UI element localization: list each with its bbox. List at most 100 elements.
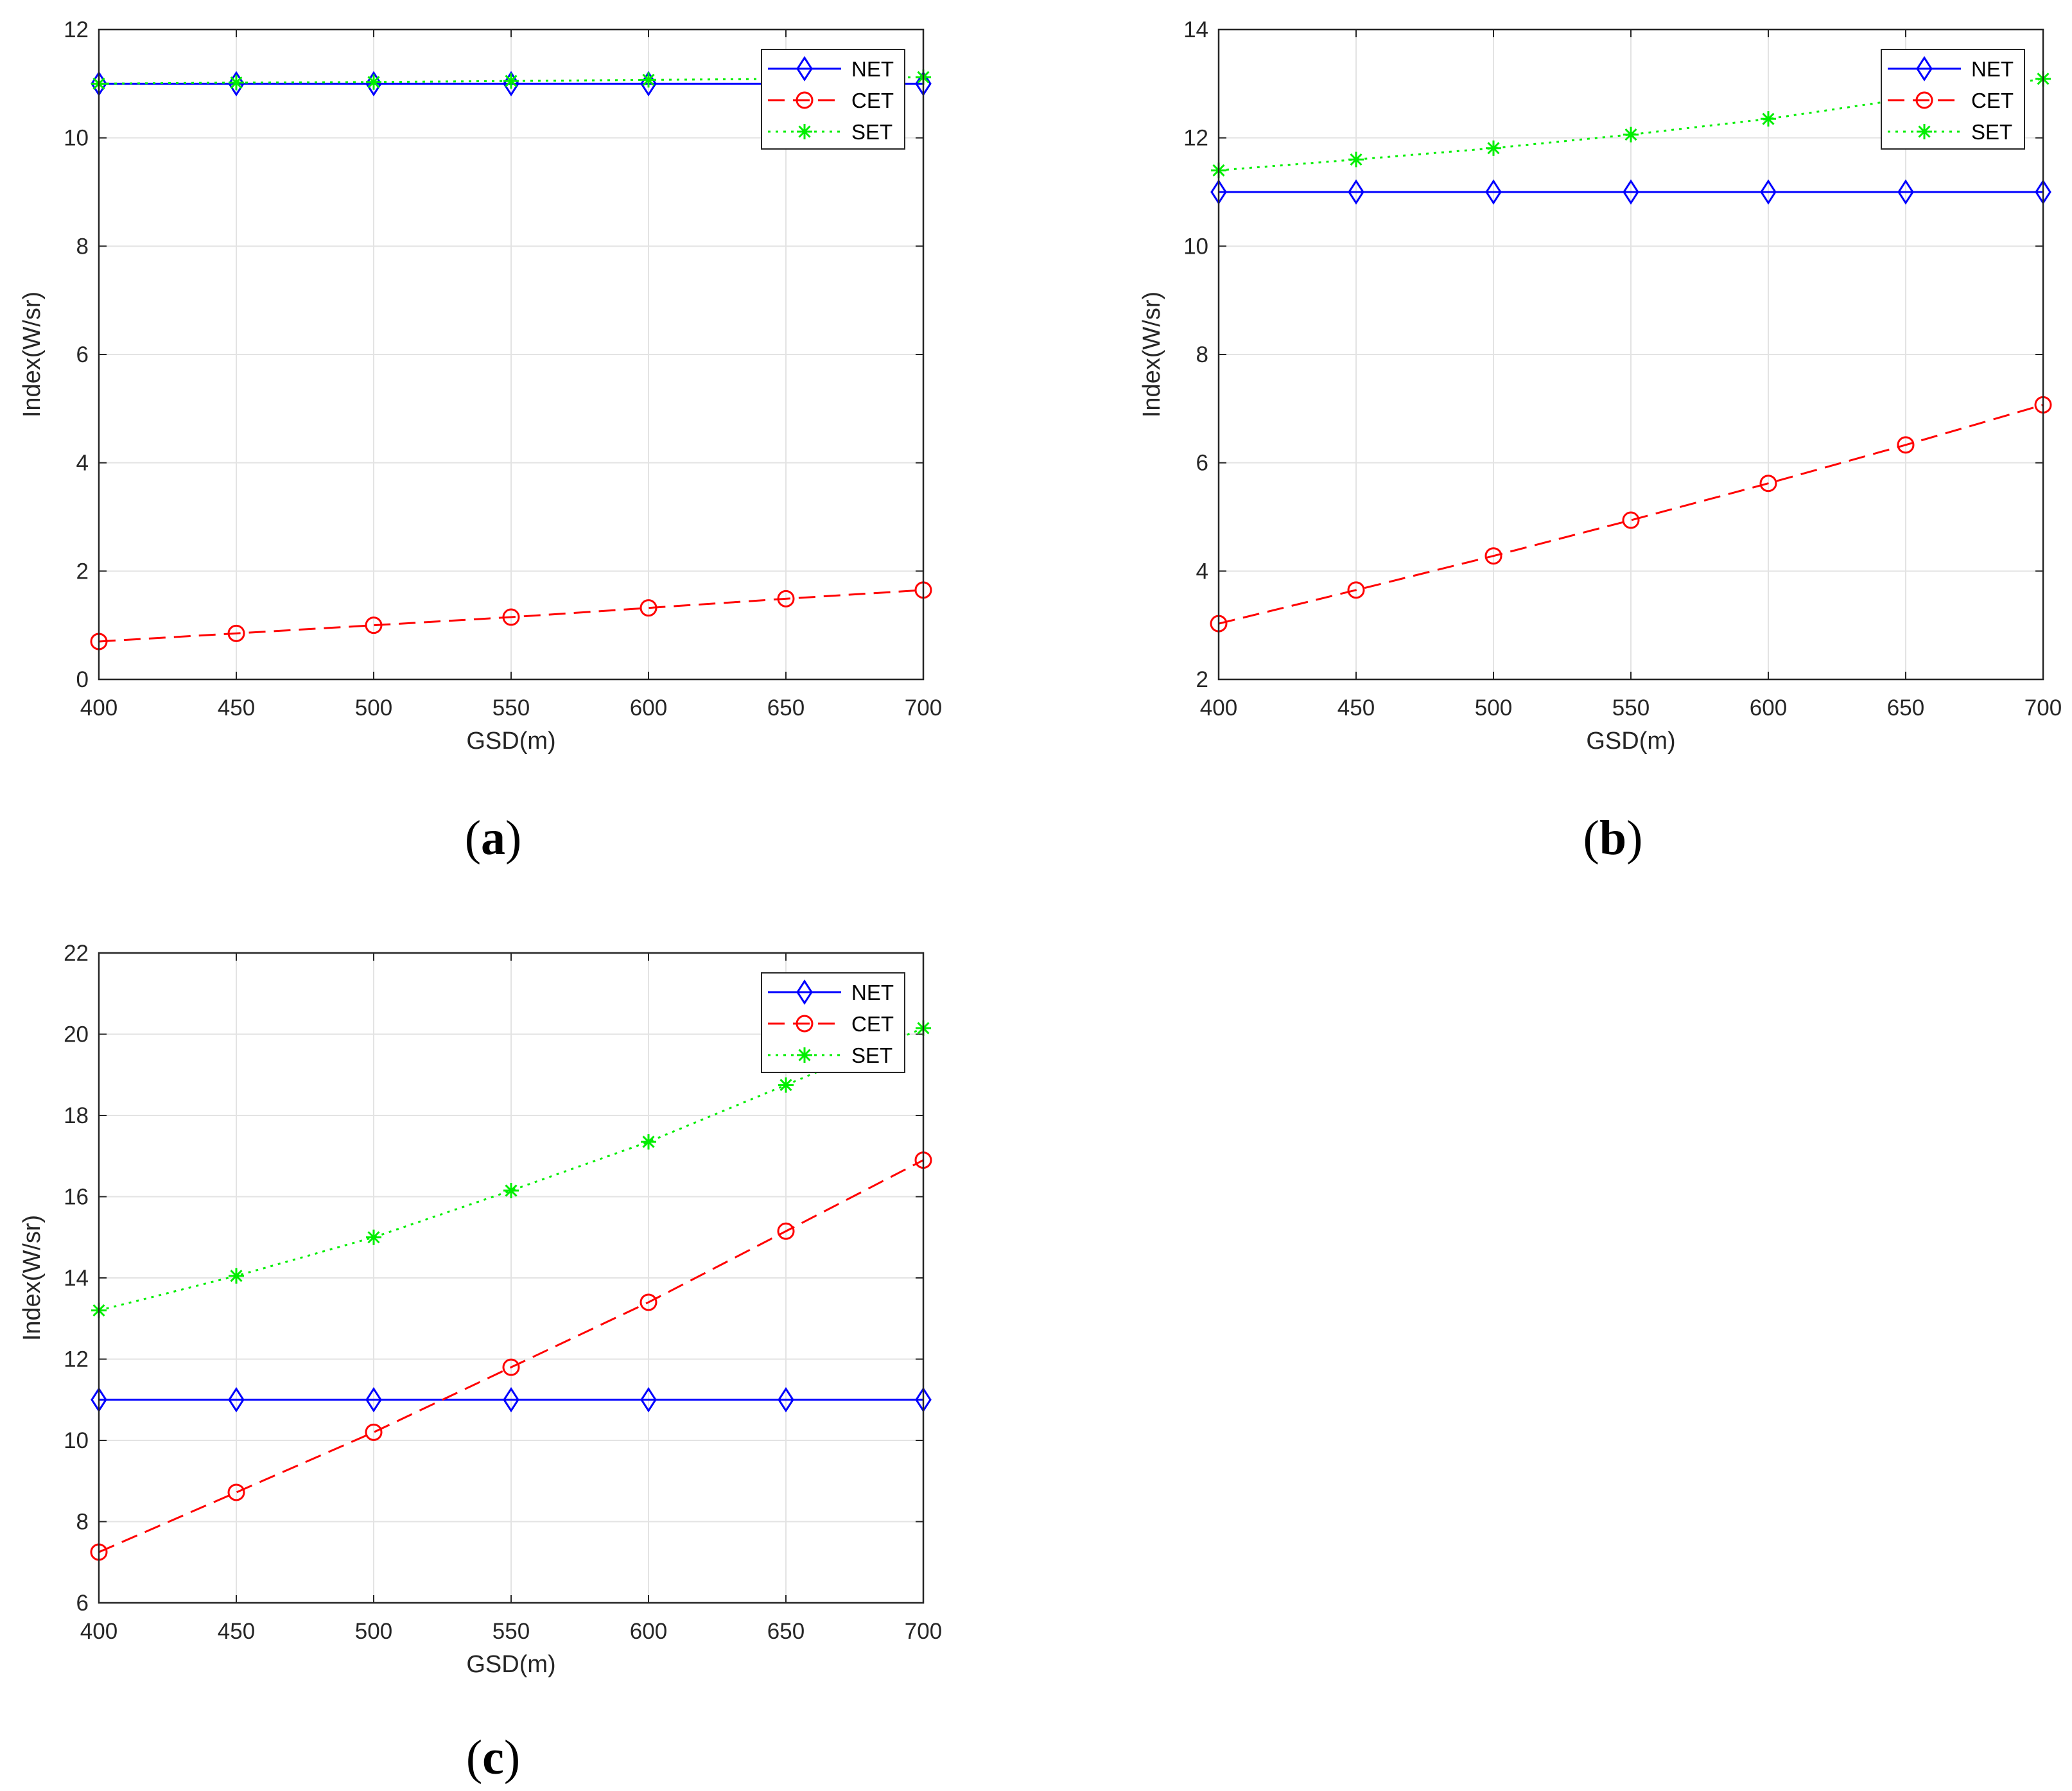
legend-marker-set bbox=[1917, 124, 1932, 139]
y-tick-label: 2 bbox=[76, 559, 89, 584]
data-point-net bbox=[365, 1386, 382, 1413]
x-tick-label: 600 bbox=[630, 695, 667, 721]
data-point-set bbox=[641, 1134, 656, 1150]
series-line-cet bbox=[1218, 403, 2044, 625]
legend-marker-cet bbox=[1915, 91, 1933, 109]
legend-label-set: SET bbox=[1971, 120, 2012, 144]
data-point-set bbox=[641, 72, 656, 88]
data-point-set bbox=[366, 74, 381, 90]
data-point-net bbox=[1623, 179, 1639, 205]
legend-marker-net bbox=[1916, 56, 1933, 82]
caption-a: (a) bbox=[465, 810, 522, 866]
x-tick-label: 650 bbox=[1887, 695, 1924, 721]
legend-marker-net bbox=[796, 56, 813, 82]
data-point-cet bbox=[640, 1293, 657, 1311]
data-point-net bbox=[1897, 179, 1914, 205]
legend: NET CET SET bbox=[761, 972, 905, 1073]
y-tick-label: 18 bbox=[64, 1103, 89, 1128]
data-point-net bbox=[640, 1386, 657, 1413]
data-point-set bbox=[1623, 127, 1639, 143]
legend-label-set: SET bbox=[851, 1044, 892, 1067]
y-tick-label: 12 bbox=[64, 17, 89, 42]
data-point-cet bbox=[227, 624, 245, 642]
data-point-cet bbox=[502, 1358, 520, 1376]
x-tick-label: 600 bbox=[630, 1619, 667, 1644]
data-point-cet bbox=[1759, 475, 1777, 493]
caption-b-open: ( bbox=[1583, 811, 1599, 865]
x-tick-label: 400 bbox=[80, 695, 118, 721]
legend-label-net: NET bbox=[851, 57, 894, 81]
legend-marker-set bbox=[797, 1047, 812, 1063]
caption-a-letter: a bbox=[481, 811, 505, 865]
y-tick-label: 10 bbox=[64, 126, 89, 151]
x-tick-label: 550 bbox=[492, 695, 530, 721]
caption-c-close: ) bbox=[503, 1731, 521, 1785]
caption-a-open: ( bbox=[464, 811, 481, 865]
data-point-cet bbox=[777, 590, 795, 607]
data-point-cet bbox=[502, 608, 520, 626]
data-point-cet bbox=[1484, 547, 1502, 565]
x-tick-label: 450 bbox=[1337, 695, 1375, 721]
chart-panel-b: 400 450 500 550 600 650 700 2 4 6 8 10 12 14 GSD(m) Ind… bbox=[1138, 17, 2062, 755]
legend-marker-set bbox=[797, 124, 812, 139]
y-tick-label: 10 bbox=[64, 1428, 89, 1453]
data-point-net bbox=[365, 71, 382, 97]
y-tick-label: 8 bbox=[76, 1510, 89, 1535]
x-tick-label: 550 bbox=[1612, 695, 1650, 721]
series-line-cet bbox=[98, 1159, 924, 1553]
y-tick-label: 8 bbox=[1196, 342, 1208, 367]
data-point-set bbox=[1761, 111, 1776, 127]
x-axis-label: GSD(m) bbox=[466, 1651, 555, 1678]
data-point-set bbox=[229, 1268, 244, 1284]
legend-label-net: NET bbox=[851, 981, 894, 1004]
data-point-cet bbox=[227, 1483, 245, 1501]
series-line-cet bbox=[98, 589, 924, 643]
data-point-net bbox=[778, 1386, 794, 1413]
data-point-cet bbox=[1622, 511, 1640, 529]
y-tick-label: 16 bbox=[64, 1185, 89, 1210]
y-tick-label: 6 bbox=[76, 342, 89, 367]
y-axis-label: Index(W/sr) bbox=[19, 1215, 46, 1341]
data-point-set bbox=[503, 73, 519, 89]
chart-panel-c: 400 450 500 550 600 650 700 6 8 10 12 14 16 18 20 22 GSD… bbox=[19, 941, 942, 1678]
data-point-net bbox=[1760, 179, 1777, 205]
y-tick-label: 14 bbox=[1183, 17, 1208, 42]
x-tick-label: 550 bbox=[492, 1619, 530, 1644]
y-tick-label: 8 bbox=[76, 234, 89, 259]
data-point-cet bbox=[1897, 436, 1915, 454]
data-point-set bbox=[503, 1183, 519, 1199]
y-tick-label: 2 bbox=[1196, 667, 1208, 692]
data-point-set bbox=[1486, 140, 1501, 156]
y-tick-label: 14 bbox=[64, 1266, 89, 1291]
data-point-cet bbox=[777, 1222, 795, 1240]
x-tick-label: 500 bbox=[355, 1619, 392, 1644]
caption-b-letter: b bbox=[1599, 811, 1627, 865]
caption-c-letter: c bbox=[482, 1731, 504, 1785]
x-tick-label: 450 bbox=[218, 1619, 255, 1644]
y-tick-label: 4 bbox=[1196, 559, 1208, 584]
y-tick-label: 6 bbox=[76, 1591, 89, 1616]
data-point-cet bbox=[365, 1423, 383, 1441]
data-point-set bbox=[366, 1229, 381, 1245]
x-tick-label: 650 bbox=[767, 1619, 805, 1644]
x-tick-label: 500 bbox=[355, 695, 392, 721]
caption-c: (c) bbox=[466, 1730, 520, 1786]
y-tick-label: 10 bbox=[1183, 234, 1208, 259]
y-tick-label: 0 bbox=[76, 667, 89, 692]
caption-a-close: ) bbox=[505, 811, 522, 865]
data-point-net bbox=[503, 1386, 519, 1413]
chart-panel-a: 400 450 500 550 600 650 700 0 2 4 6 8 10 12 GSD(m) Inde… bbox=[19, 17, 942, 755]
axes-box bbox=[98, 28, 925, 681]
data-point-net bbox=[228, 71, 245, 97]
y-axis-label: Index(W/sr) bbox=[19, 292, 46, 417]
x-tick-label: 500 bbox=[1475, 695, 1512, 721]
legend-label-net: NET bbox=[1971, 57, 2014, 81]
x-tick-label: 700 bbox=[905, 1619, 942, 1644]
data-point-set bbox=[229, 74, 244, 91]
y-axis-label: Index(W/sr) bbox=[1138, 292, 1165, 417]
x-axis-label: GSD(m) bbox=[466, 728, 555, 755]
x-axis-label: GSD(m) bbox=[1586, 728, 1675, 755]
data-point-set bbox=[1348, 152, 1364, 168]
y-tick-label: 20 bbox=[64, 1022, 89, 1047]
data-point-set bbox=[778, 1077, 794, 1093]
